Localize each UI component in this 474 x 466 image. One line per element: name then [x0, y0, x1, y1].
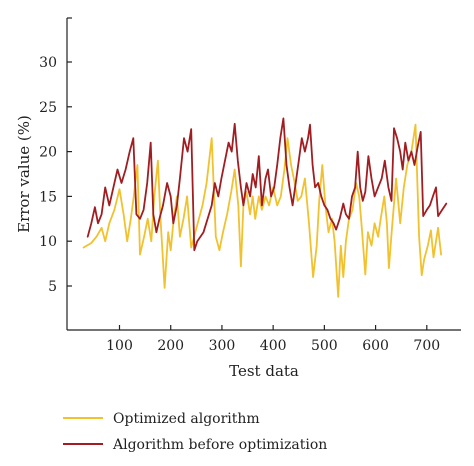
chart-axes: 5 10 15 20 25 30 100 200 300 400 500 600 700: [39, 17, 461, 354]
x-tick-label: 700: [413, 338, 440, 354]
y-tick-label: 15: [39, 189, 57, 205]
y-axis-title: Error value (%): [15, 115, 33, 233]
y-tick-label: 30: [39, 55, 57, 71]
y-tick-label: 20: [39, 145, 57, 161]
y-tick-label: 5: [48, 279, 57, 295]
x-tick-label: 200: [157, 338, 184, 354]
series-line-before-optimization: [86, 117, 448, 252]
legend-label-optimized: Optimized algorithm: [113, 411, 260, 427]
x-tick-label: 500: [311, 338, 338, 354]
chart-series: [82, 117, 448, 298]
chart-legend: Optimized algorithm Algorithm before opt…: [63, 411, 327, 453]
legend-label-before-optimization: Algorithm before optimization: [112, 437, 327, 453]
x-tick-label: 600: [362, 338, 389, 354]
x-tick-label: 100: [106, 338, 133, 354]
x-axis-title: Test data: [229, 362, 299, 380]
y-tick-label: 10: [39, 234, 57, 250]
series-line-optimized: [82, 123, 442, 298]
x-tick-label: 300: [209, 338, 236, 354]
x-tick-label: 400: [260, 338, 287, 354]
y-tick-label: 25: [39, 100, 57, 116]
